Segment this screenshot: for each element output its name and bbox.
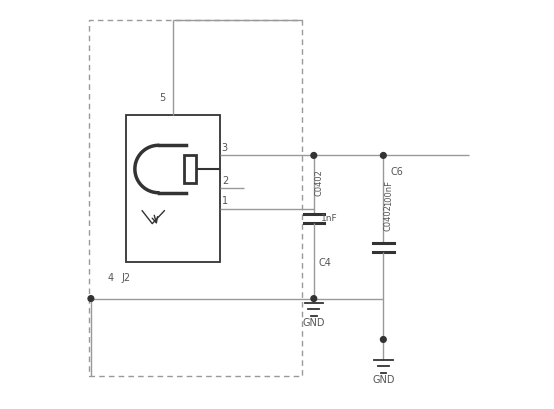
Text: 2: 2 — [222, 176, 228, 186]
Text: C4: C4 — [319, 258, 332, 268]
Text: 3: 3 — [222, 143, 228, 153]
Circle shape — [381, 337, 386, 342]
Text: C0402: C0402 — [314, 170, 323, 196]
Text: 100nF: 100nF — [384, 180, 393, 206]
Bar — [126, 115, 220, 262]
Text: 1nF: 1nF — [321, 214, 338, 223]
Text: J2: J2 — [121, 273, 131, 283]
Text: C0402: C0402 — [384, 204, 393, 231]
Text: 4: 4 — [107, 273, 114, 283]
Text: GND: GND — [372, 375, 394, 385]
Text: C6: C6 — [391, 167, 403, 177]
Text: 5: 5 — [160, 93, 166, 103]
Circle shape — [311, 153, 317, 158]
Text: GND: GND — [302, 318, 325, 328]
Circle shape — [311, 296, 317, 301]
Circle shape — [88, 296, 94, 301]
Text: 1: 1 — [222, 196, 228, 206]
Circle shape — [381, 153, 386, 158]
Bar — [89, 20, 301, 376]
Bar — [184, 155, 196, 183]
